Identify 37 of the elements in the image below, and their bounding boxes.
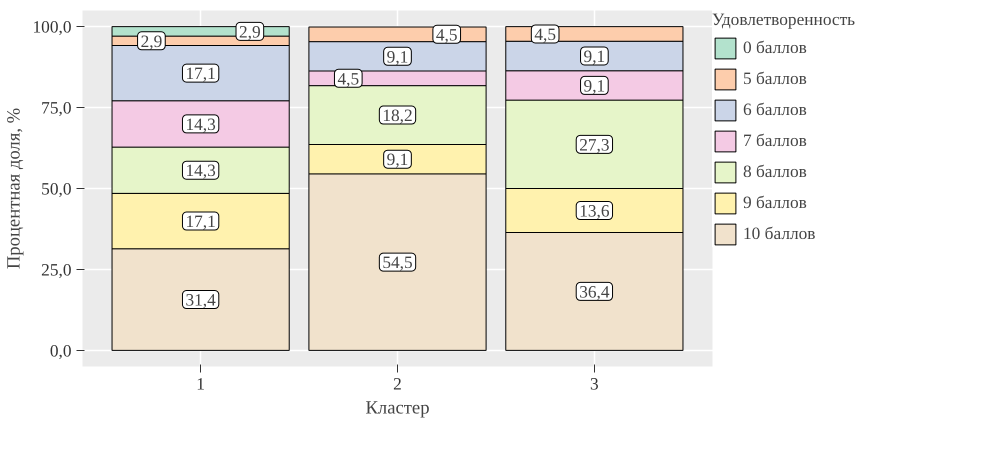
data-label: 4,5 <box>337 69 360 88</box>
legend-label: 9 баллов <box>743 193 807 213</box>
legend-label: 5 баллов <box>743 69 807 89</box>
data-label: 4,5 <box>534 24 556 44</box>
data-label: 2,9 <box>140 32 162 51</box>
legend-label: 0 баллов <box>743 38 807 58</box>
data-label: 13,6 <box>579 202 610 221</box>
data-label: 31,4 <box>185 290 216 310</box>
legend-label: 7 баллов <box>743 131 807 151</box>
data-label: 14,3 <box>185 161 216 180</box>
legend-label: 10 баллов <box>743 224 816 244</box>
data-label: 17,1 <box>185 64 216 84</box>
data-label: 9,1 <box>584 46 606 66</box>
legend-label: 8 баллов <box>743 162 807 182</box>
x-axis-title: Кластер <box>365 398 430 418</box>
data-label: 4,5 <box>436 25 458 44</box>
legend-title: Удовлетворенность <box>712 10 856 30</box>
data-label: 54,5 <box>382 253 413 272</box>
y-tick-label: 50,0 <box>41 180 72 198</box>
x-tick-label: 3 <box>590 374 599 394</box>
y-tick-label: 25,0 <box>41 260 72 280</box>
x-tick-label: 1 <box>196 374 205 394</box>
data-label: 9,1 <box>386 47 408 66</box>
data-label: 36,4 <box>579 282 610 302</box>
y-tick-label: 100,0 <box>32 18 72 37</box>
data-label: 2,9 <box>239 22 261 42</box>
data-label: 27,3 <box>579 135 610 154</box>
y-axis-title: Процентная доля, % <box>4 108 25 270</box>
data-label: 9,1 <box>386 150 408 170</box>
legend-label: 6 баллов <box>743 100 807 120</box>
x-tick-label: 2 <box>393 374 402 394</box>
data-label: 14,3 <box>185 114 216 134</box>
data-label: 17,1 <box>185 212 216 232</box>
y-tick-label: 75,0 <box>41 98 72 118</box>
data-label: 18,2 <box>382 106 413 126</box>
y-tick-label: 0,0 <box>50 341 72 360</box>
data-label: 9,1 <box>584 76 606 96</box>
